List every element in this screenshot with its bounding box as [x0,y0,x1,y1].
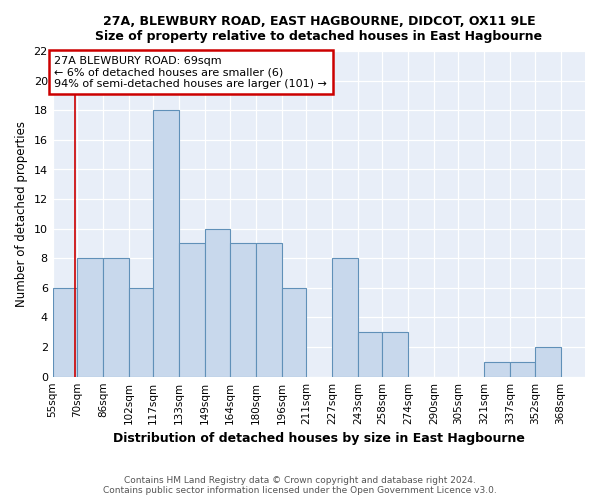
Bar [358,332,382,376]
Bar [53,288,77,376]
Text: 27A BLEWBURY ROAD: 69sqm
← 6% of detached houses are smaller (6)
94% of semi-det: 27A BLEWBURY ROAD: 69sqm ← 6% of detache… [54,56,327,89]
Y-axis label: Number of detached properties: Number of detached properties [15,121,28,307]
Bar [535,347,560,376]
Bar [511,362,535,376]
Bar [382,332,408,376]
X-axis label: Distribution of detached houses by size in East Hagbourne: Distribution of detached houses by size … [113,432,525,445]
Bar [77,258,103,376]
Bar [332,258,358,376]
Bar [484,362,511,376]
Bar [281,288,306,376]
Bar [205,228,230,376]
Text: Contains HM Land Registry data © Crown copyright and database right 2024.
Contai: Contains HM Land Registry data © Crown c… [103,476,497,495]
Bar [103,258,129,376]
Title: 27A, BLEWBURY ROAD, EAST HAGBOURNE, DIDCOT, OX11 9LE
Size of property relative t: 27A, BLEWBURY ROAD, EAST HAGBOURNE, DIDC… [95,15,542,43]
Bar [129,288,153,376]
Bar [230,244,256,376]
Bar [153,110,179,376]
Bar [256,244,281,376]
Bar [179,244,205,376]
